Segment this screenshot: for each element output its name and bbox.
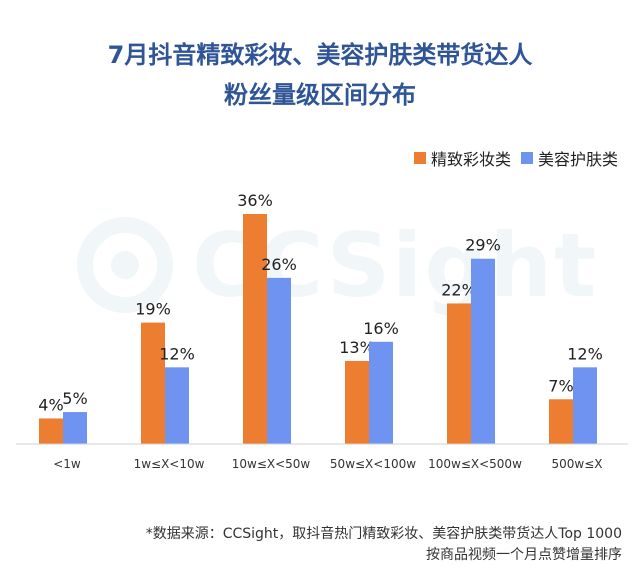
- data-label-2-2: 12%: [159, 344, 195, 363]
- chart-title-line1: 7月抖音精致彩妆、美容护肤类带货达人: [107, 41, 533, 69]
- legend-item-series1: 精致彩妆类: [413, 146, 511, 170]
- bar-1-6: [549, 399, 573, 444]
- bar-1-2: [141, 322, 165, 444]
- data-label-2-4: 16%: [363, 319, 399, 338]
- x-tick-label-6: 500w≤X: [552, 457, 603, 471]
- legend-swatch-series1: [413, 152, 426, 164]
- bar-chart: 4%5%<1w19%12%1w≤X<10w36%26%10w≤X<50w13%1…: [16, 191, 628, 471]
- x-tick-label-2: 1w≤X<10w: [134, 457, 205, 471]
- data-label-2-1: 5%: [62, 389, 87, 408]
- data-label-2-5: 29%: [465, 236, 501, 255]
- chart-title-line2: 粉丝量级区间分布: [224, 81, 416, 109]
- bar-2-5: [471, 258, 495, 444]
- legend-label-series1: 精致彩妆类: [430, 150, 511, 169]
- footnote-method: 按商品视频一个月点赞增量排序: [426, 547, 622, 563]
- data-label-2-6: 12%: [567, 344, 603, 363]
- data-label-1-3: 36%: [237, 191, 273, 210]
- data-label-2-3: 26%: [261, 255, 297, 274]
- data-label-1-5: 22%: [441, 280, 477, 299]
- data-label-1-1: 4%: [38, 395, 63, 414]
- x-tick-label-3: 10w≤X<50w: [232, 457, 311, 471]
- watermark-logo-icon: [77, 217, 173, 313]
- bar-2-2: [165, 367, 189, 444]
- bar-2-4: [369, 341, 393, 444]
- x-tick-label-5: 100w≤X<500w: [428, 457, 522, 471]
- legend-label-series2: 美容护肤类: [537, 150, 618, 169]
- bar-2-6: [573, 367, 597, 444]
- x-tick-label-1: <1w: [53, 457, 81, 471]
- legend-swatch-series2: [520, 152, 533, 164]
- bar-1-4: [345, 360, 369, 444]
- bar-2-1: [63, 412, 87, 444]
- bar-2-3: [267, 277, 291, 444]
- bar-1-1: [39, 418, 63, 444]
- data-label-1-2: 19%: [135, 300, 171, 319]
- footnote-source: *数据来源：CCSight，取抖音热门精致彩妆、美容护肤类带货达人Top 100…: [145, 526, 622, 542]
- bar-1-5: [447, 303, 471, 444]
- x-tick-label-4: 50w≤X<100w: [330, 457, 416, 471]
- data-label-1-6: 7%: [548, 376, 573, 395]
- chart-legend: 精致彩妆类 美容护肤类: [413, 146, 618, 170]
- data-label-1-4: 13%: [339, 338, 375, 357]
- legend-item-series2: 美容护肤类: [520, 146, 618, 170]
- bar-1-3: [243, 214, 267, 444]
